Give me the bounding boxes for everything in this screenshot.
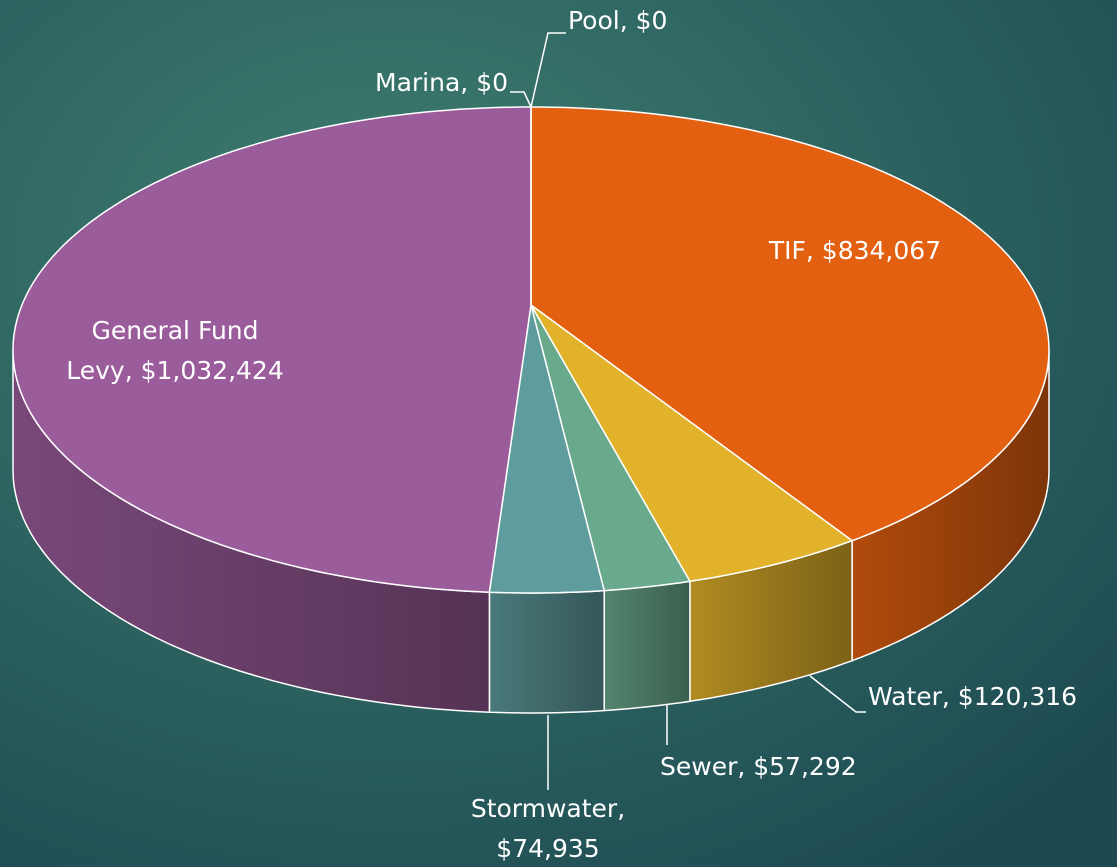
data-label-line: $74,935 (496, 834, 599, 863)
leader-line (530, 32, 566, 108)
data-label: TIF, $834,067 (768, 236, 941, 265)
tops (12, 106, 1050, 594)
slice (12, 106, 532, 593)
labels: Pool, $0 TIF, $834,067 Water, $120,316 Sewe… (66, 6, 1077, 863)
data-label-line: TIF, $834,067 (768, 236, 941, 265)
data-label-line: Marina, $0 (375, 68, 508, 97)
data-label-line: Pool, $0 (568, 6, 667, 35)
data-label-line: Water, $120,316 (868, 682, 1077, 711)
slice (530, 304, 692, 592)
slice (530, 304, 854, 583)
data-label-line: Stormwater, (471, 794, 625, 823)
sides (12, 349, 1050, 714)
data-label: Stormwater, $74,935 (471, 794, 625, 863)
leader-line (510, 91, 532, 108)
leader-lines (510, 32, 866, 790)
data-label: Sewer, $57,292 (660, 752, 857, 781)
slice-side (488, 589, 605, 714)
data-label: Water, $120,316 (868, 682, 1077, 711)
data-label-line: General Fund (91, 316, 258, 345)
data-label-line: Levy, $1,032,424 (66, 356, 284, 385)
data-label-line: Sewer, $57,292 (660, 752, 857, 781)
data-label: Pool, $0 (568, 6, 667, 35)
slice (530, 106, 1050, 542)
data-label: Marina, $0 (375, 68, 508, 97)
slice-side (603, 580, 691, 712)
data-label: General Fund Levy, $1,032,424 (66, 316, 284, 385)
leader-line (809, 675, 866, 713)
slice (488, 304, 606, 594)
